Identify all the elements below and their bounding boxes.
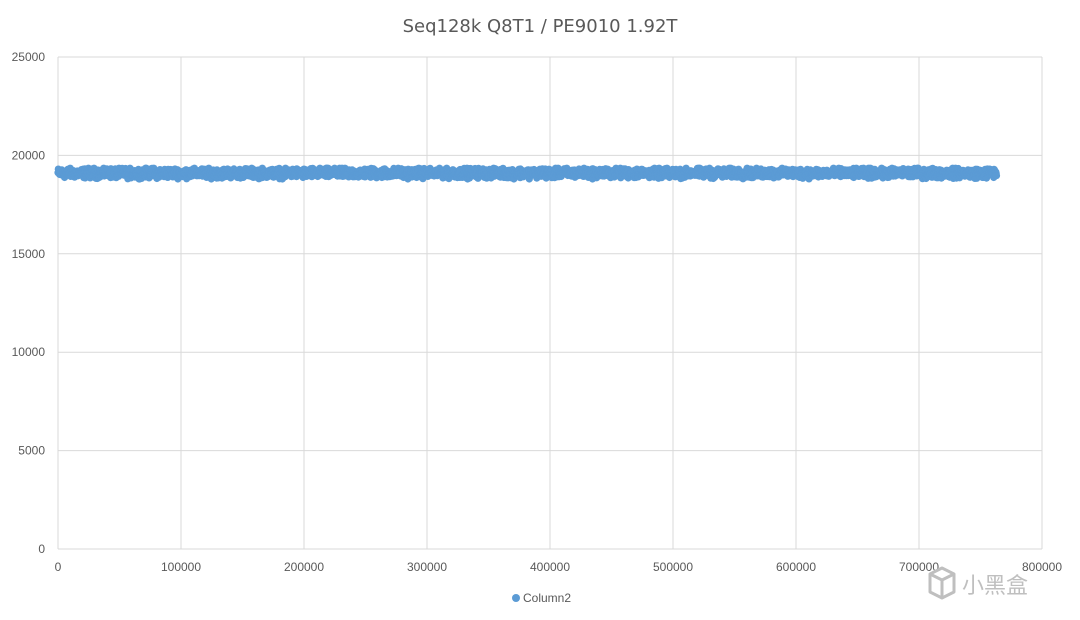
y-axis-tick-labels: 0 5000 10000 15000 20000 25000 [12, 50, 46, 556]
data-points [54, 164, 1001, 183]
x-tick-label: 500000 [653, 560, 693, 574]
y-tick-label: 20000 [12, 148, 46, 162]
grid-lines [57, 56, 1043, 550]
legend-label-column2: Column2 [523, 591, 571, 605]
legend: Column2 [512, 591, 571, 605]
watermark: 小黑盒 [928, 566, 1028, 600]
legend-marker [512, 594, 520, 602]
y-tick-label: 15000 [12, 247, 46, 261]
y-tick-label: 5000 [18, 444, 45, 458]
box-logo-icon [928, 566, 956, 600]
x-tick-label: 700000 [899, 560, 939, 574]
x-tick-label: 600000 [776, 560, 816, 574]
x-tick-label: 0 [55, 560, 62, 574]
watermark-text: 小黑盒 [962, 574, 1028, 599]
y-tick-label: 10000 [12, 345, 46, 359]
y-tick-label: 0 [38, 542, 45, 556]
x-axis-tick-labels: 0 100000 200000 300000 400000 500000 600000 700… [55, 560, 1063, 574]
chart-title: Seq128k Q8T1 / PE9010 1.92T [403, 16, 679, 37]
x-tick-label: 300000 [407, 560, 447, 574]
x-tick-label: 200000 [284, 560, 324, 574]
x-tick-label: 800000 [1022, 560, 1062, 574]
y-tick-label: 25000 [12, 50, 46, 64]
data-point [992, 172, 1001, 180]
x-tick-label: 100000 [161, 560, 201, 574]
x-tick-label: 400000 [530, 560, 570, 574]
